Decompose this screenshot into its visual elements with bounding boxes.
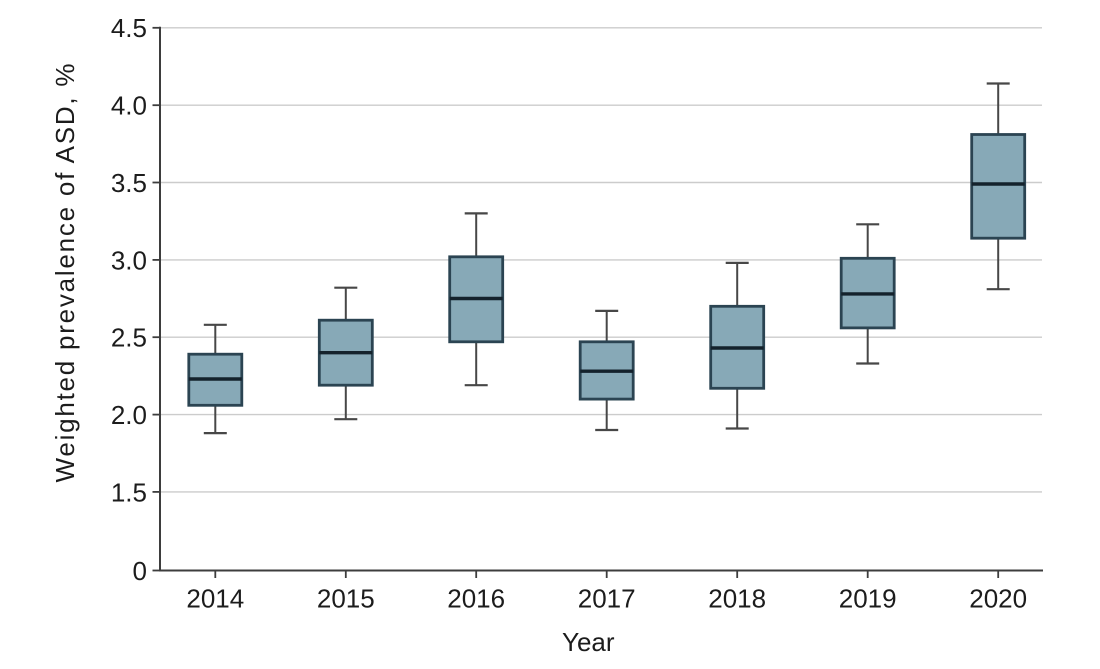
svg-text:2015: 2015 (317, 584, 375, 614)
svg-text:3.0: 3.0 (111, 245, 147, 275)
svg-text:2.5: 2.5 (111, 323, 147, 353)
svg-text:2018: 2018 (708, 584, 766, 614)
svg-text:Year: Year (562, 627, 615, 657)
svg-text:0: 0 (133, 556, 147, 586)
svg-text:1.5: 1.5 (111, 477, 147, 507)
svg-text:Weighted prevalence of ASD, %: Weighted prevalence of ASD, % (50, 64, 80, 483)
svg-text:2019: 2019 (839, 584, 897, 614)
svg-text:2020: 2020 (969, 584, 1027, 614)
svg-text:4.5: 4.5 (111, 13, 147, 43)
svg-text:4.0: 4.0 (111, 91, 147, 121)
svg-text:3.5: 3.5 (111, 168, 147, 198)
svg-text:2.0: 2.0 (111, 400, 147, 430)
svg-text:2016: 2016 (447, 584, 505, 614)
svg-text:2017: 2017 (578, 584, 636, 614)
svg-text:2014: 2014 (186, 584, 244, 614)
